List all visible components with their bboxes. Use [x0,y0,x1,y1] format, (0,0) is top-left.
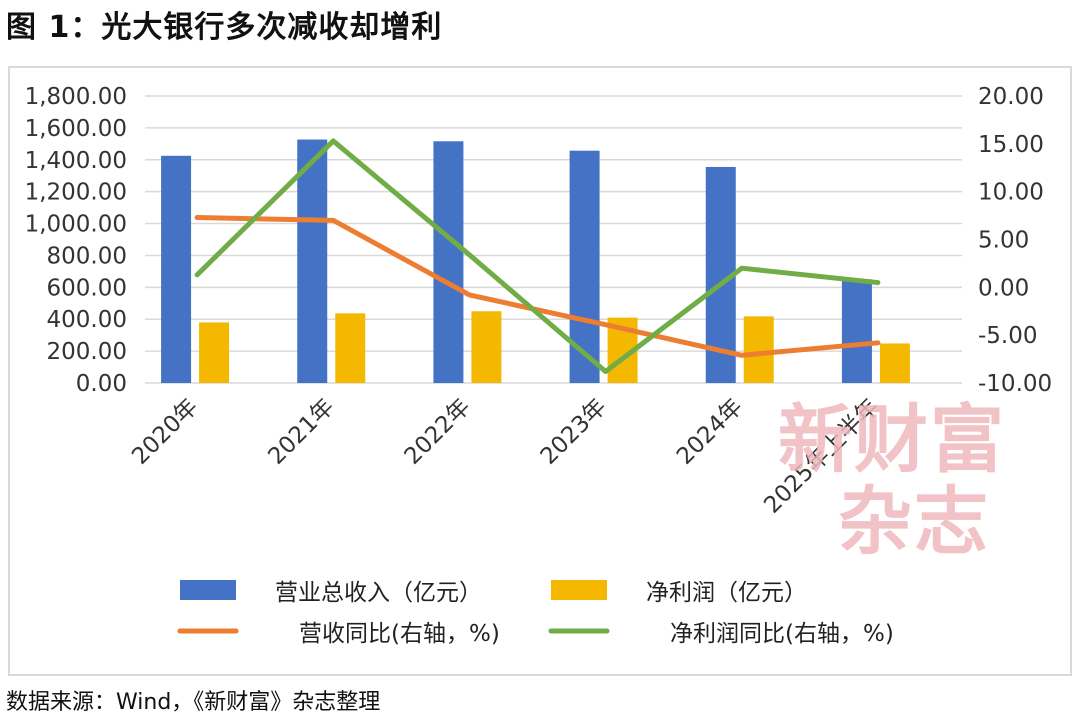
revenue-bar [841,279,872,383]
x-axis-category-label: 2020年 [127,394,203,470]
profit-bar [335,313,366,383]
watermark-line1: 新财富 [778,397,1006,483]
figure-title: 图 1：光大银行多次减收却增利 [6,10,443,45]
profit-bar [199,322,230,383]
x-axis-category-label: 2023年 [536,394,612,470]
profit-bar [879,343,910,383]
right-axis-tick-label: -10.00 [978,371,1052,397]
legend-swatch [551,580,607,600]
left-axis-tick-label: 1,600.00 [25,116,127,142]
left-axis-tick-label: 1,200.00 [25,180,127,206]
revenue-bar [161,155,192,383]
revenue-bar [433,141,464,383]
watermark-line2: 杂志 [838,479,990,565]
legend-label: 营业总收入（亿元） [275,580,482,606]
legend-label: 净利润（亿元） [646,580,807,606]
right-axis-tick-label: -5.00 [978,323,1038,349]
legend-label: 营收同比(右轴，%) [299,621,500,647]
left-axis-tick-label: 400.00 [47,307,127,333]
x-axis-category-label: 2021年 [263,394,339,470]
left-axis-tick-label: 0.00 [76,371,127,397]
revenue-bar [569,150,600,383]
left-axis-tick-label: 600.00 [47,275,127,301]
left-axis-tick-label: 1,800.00 [25,84,127,110]
profit-bar [471,311,502,383]
legend-label: 净利润同比(右轴，%) [670,621,894,647]
right-axis-tick-label: 20.00 [978,84,1044,110]
right-axis-tick-label: 10.00 [978,180,1044,206]
x-axis-category-label: 2024年 [672,394,748,470]
profit-bar [743,316,774,383]
right-axis-tick-label: 5.00 [978,228,1029,254]
revenue-bar [297,139,328,383]
legend-swatch [180,580,236,600]
left-axis-tick-label: 1,000.00 [25,212,127,238]
left-axis-tick-label: 800.00 [47,243,127,269]
chart-frame [8,66,1072,676]
right-axis-tick-label: 0.00 [978,275,1029,301]
profit-yoy-line [194,138,881,375]
left-axis-tick-label: 200.00 [47,339,127,365]
revenue-yoy-line [194,214,881,358]
x-axis-category-label: 2022年 [400,394,476,470]
left-axis-tick-label: 1,400.00 [25,148,127,174]
source-note: 数据来源：Wind，《新财富》杂志整理 [6,690,381,715]
right-axis-tick-label: 15.00 [978,132,1044,158]
